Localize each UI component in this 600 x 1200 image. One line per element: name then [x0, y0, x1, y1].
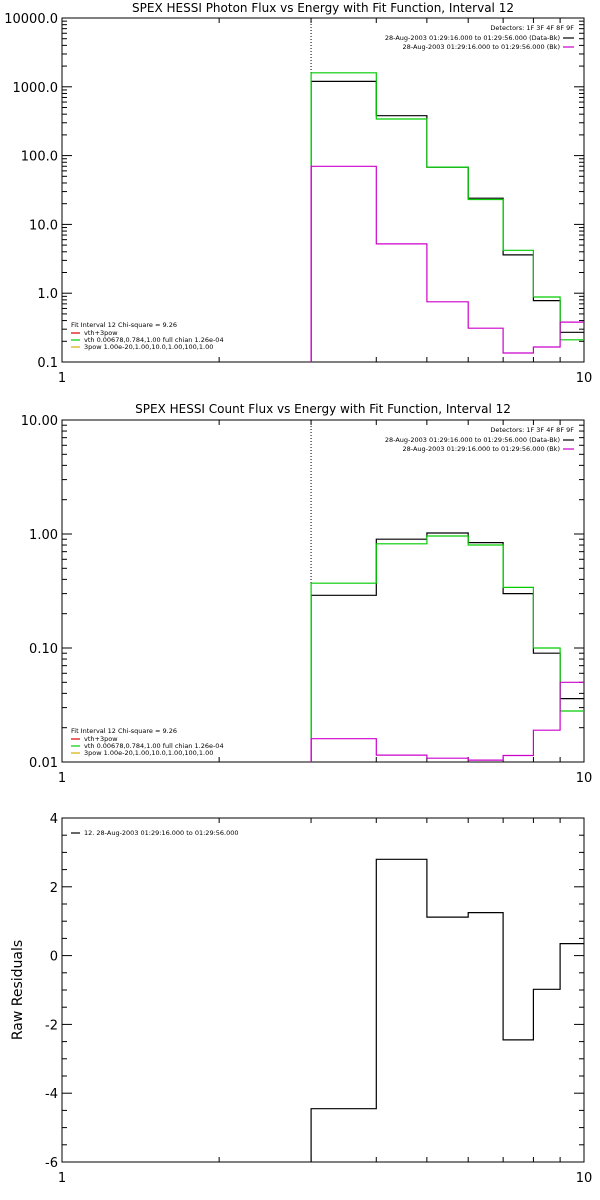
legend-left-header: Fit Interval 12 Chi-square = 9.26	[71, 727, 177, 735]
y-tick-label: 0.10	[29, 642, 58, 657]
y-tick-label: 1.00	[29, 528, 58, 543]
y-tick-label: -6	[45, 1156, 58, 1171]
series-line-3	[310, 165, 584, 362]
chart-panel-2: SPEX HESSI Count Flux vs Energy with Fit…	[21, 402, 592, 786]
y-tick-label: 100.0	[21, 150, 58, 165]
x-tick-label: 1	[58, 1171, 66, 1186]
legend-right-entry: 28-Aug-2003 01:29:16.000 to 01:29:56.000…	[385, 34, 560, 42]
x-tick-label: 10	[576, 371, 593, 386]
legend-left-entry: vth+3pow	[84, 329, 118, 337]
legend-left-entry: 3pow 1.00e-20,1.00,10.0,1.00,100,1.00	[84, 343, 213, 351]
legend-right-entry: 28-Aug-2003 01:29:16.000 to 01:29:56.000…	[403, 43, 560, 51]
legend-left-entry: 12. 28-Aug-2003 01:29:16.000 to 01:29:56…	[84, 829, 239, 837]
x-tick-label: 10	[576, 771, 593, 786]
y-tick-label: 0.01	[29, 756, 58, 771]
y-tick-label: 0	[50, 950, 58, 965]
y-tick-label: -4	[45, 1087, 58, 1102]
chart-title: SPEX HESSI Photon Flux vs Energy with Fi…	[132, 1, 514, 15]
series-line-1	[310, 858, 584, 1162]
legend-left-entry: vth 0.00678,0.784,1.00 full chian 1.26e-…	[84, 742, 224, 750]
chart-title: SPEX HESSI Count Flux vs Energy with Fit…	[135, 402, 511, 416]
y-tick-label: 10.00	[21, 414, 58, 429]
x-tick-label: 1	[58, 371, 66, 386]
series-line-3	[310, 681, 584, 762]
plot-frame	[61, 17, 585, 363]
y-tick-label: 0.1	[37, 356, 58, 371]
y-tick-label: 2	[50, 881, 58, 896]
series-line-2	[310, 72, 584, 362]
legend-right-header: Detectors: 1F 3F 4F 8F 9F	[490, 24, 574, 32]
legend-right-header: Detectors: 1F 3F 4F 8F 9F	[490, 426, 574, 434]
legend-left-entry: vth+3pow	[84, 735, 118, 743]
y-axis-label: Raw Residuals	[10, 940, 26, 1040]
x-tick-label: 1	[58, 771, 66, 786]
legend-left-entry: vth 0.00678,0.784,1.00 full chian 1.26e-…	[84, 336, 224, 344]
legend-left-header: Fit Interval 12 Chi-square = 9.26	[71, 321, 177, 329]
legend-left-entry: 3pow 1.00e-20,1.00,10.0,1.00,100,1.00	[84, 749, 213, 757]
x-tick-label: 10	[576, 1171, 593, 1186]
series-line-2	[310, 535, 584, 762]
chart-panel-3: 1 10 -6 -4 -2 0 2 4 Raw Residuals 12. 28-Aug-2003…	[10, 812, 592, 1186]
y-tick-label: 1000.0	[13, 81, 59, 96]
y-tick-label: -2	[45, 1018, 58, 1033]
y-tick-label: 4	[50, 812, 58, 827]
y-tick-label: 10.0	[29, 218, 58, 233]
y-tick-label: 1.0	[37, 287, 58, 302]
legend-right-entry: 28-Aug-2003 01:29:16.000 to 01:29:56.000…	[403, 445, 560, 453]
legend-right-entry: 28-Aug-2003 01:29:16.000 to 01:29:56.000…	[385, 436, 560, 444]
plot-frame	[61, 419, 585, 763]
chart-panel-1: SPEX HESSI Photon Flux vs Energy with Fi…	[4, 1, 592, 386]
y-tick-label: 10000.0	[4, 12, 58, 27]
